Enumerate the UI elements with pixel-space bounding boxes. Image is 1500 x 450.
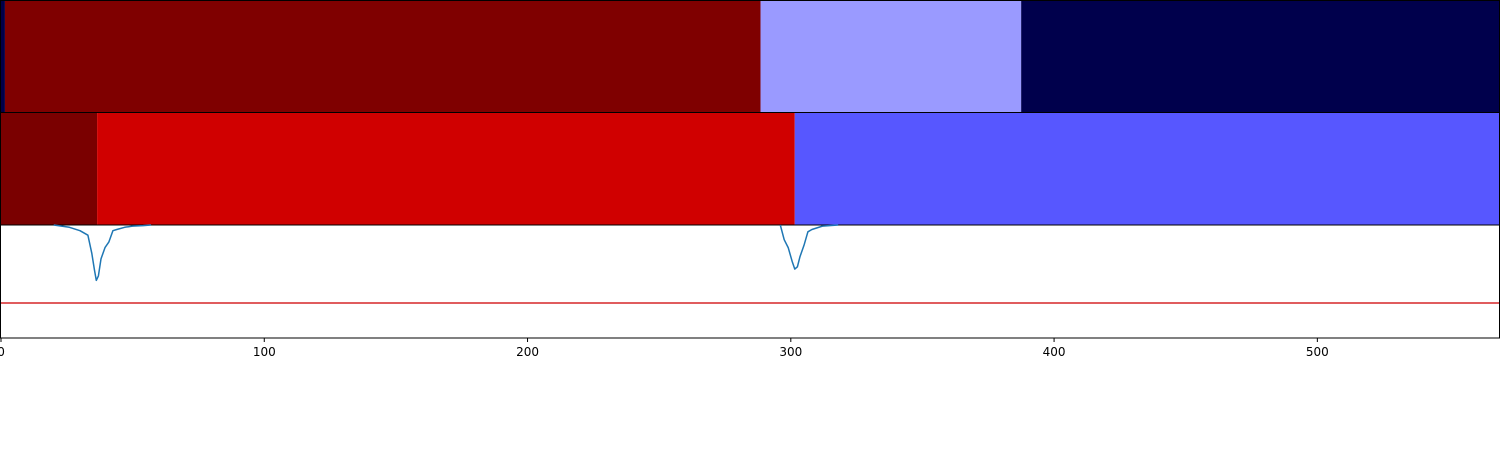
signal-line-0 (53, 224, 152, 282)
segment-r1-1 (97, 113, 795, 225)
x-tick-label-200: 200 (516, 345, 539, 359)
x-tick-label-0: 0 (0, 345, 5, 359)
segment-r1-0 (1, 113, 98, 225)
line-panel-frame (0, 224, 1500, 339)
x-axis: 0 100 200 300 400 500 (0, 338, 1329, 359)
signal-line-1 (779, 224, 839, 270)
segment-r0-3 (1021, 1, 1499, 112)
x-tick-label-400: 400 (1043, 345, 1066, 359)
segment-row-top (0, 0, 1500, 113)
segment-r0-1 (4, 1, 761, 112)
x-tick-label-100: 100 (253, 345, 276, 359)
segment-row-middle (0, 112, 1500, 226)
x-tick-label-300: 300 (779, 345, 802, 359)
signal-line-panel (0, 224, 1500, 339)
segment-r1-2 (794, 113, 1499, 225)
segment-r0-2 (760, 1, 1022, 112)
segment-r0-0 (1, 1, 5, 112)
x-tick-label-500: 500 (1306, 345, 1329, 359)
